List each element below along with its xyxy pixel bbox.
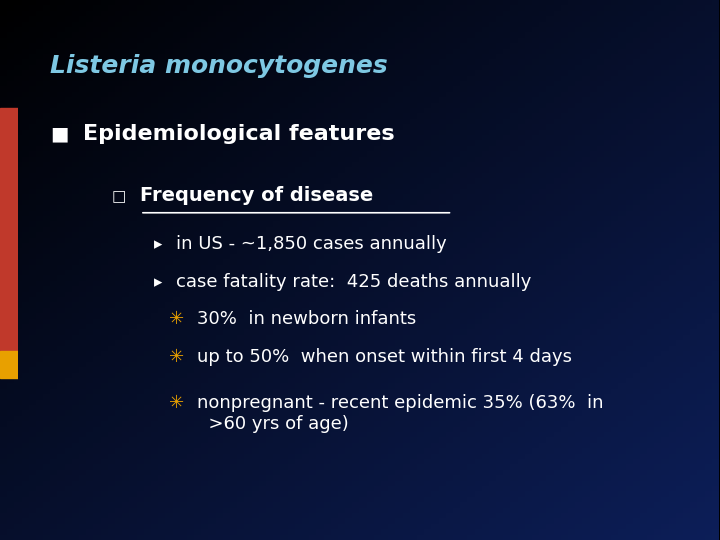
Text: Frequency of disease: Frequency of disease — [140, 186, 373, 205]
Bar — [0, 351, 18, 378]
Text: ▸: ▸ — [154, 273, 163, 291]
Text: in US - ~1,850 cases annually: in US - ~1,850 cases annually — [176, 235, 446, 253]
Text: case fatality rate:  425 deaths annually: case fatality rate: 425 deaths annually — [176, 273, 531, 291]
Text: ■: ■ — [50, 124, 68, 143]
Text: Listeria monocytogenes: Listeria monocytogenes — [50, 54, 388, 78]
Text: ✳: ✳ — [168, 348, 184, 366]
Text: □: □ — [112, 189, 126, 204]
Text: Epidemiological features: Epidemiological features — [83, 124, 395, 144]
Text: nonpregnant - recent epidemic 35% (63%  in
  >60 yrs of age): nonpregnant - recent epidemic 35% (63% i… — [197, 394, 604, 433]
Bar — [0, 108, 18, 351]
Text: up to 50%  when onset within first 4 days: up to 50% when onset within first 4 days — [197, 348, 572, 366]
Text: 30%  in newborn infants: 30% in newborn infants — [197, 310, 417, 328]
Text: ▸: ▸ — [154, 235, 163, 253]
Text: ✳: ✳ — [168, 394, 184, 412]
Text: ✳: ✳ — [168, 310, 184, 328]
